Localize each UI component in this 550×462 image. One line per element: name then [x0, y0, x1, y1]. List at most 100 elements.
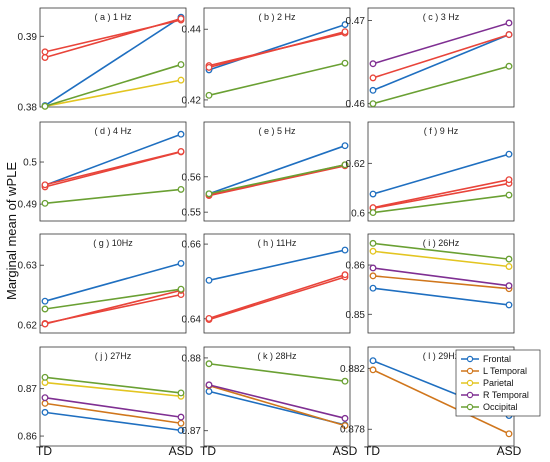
series-line-parietal	[44, 79, 182, 108]
panel-title: ( a ) 1 Hz	[94, 12, 132, 22]
panel-title: ( c ) 3 Hz	[423, 12, 460, 22]
series-line-r-temporal	[208, 273, 346, 320]
panel-title: ( l ) 29Hz	[423, 351, 460, 361]
point-occipital	[205, 91, 213, 99]
y-tick-label: 0.86	[346, 261, 366, 272]
panel-4: ( d ) 4 Hz 0.49 0.5	[18, 121, 187, 222]
series-line-r-temporal	[44, 289, 182, 325]
y-tick-label: 0.42	[182, 95, 202, 106]
panel-frame	[367, 121, 515, 222]
panel-7: ( g ) 10Hz 0.62 0.63	[18, 233, 187, 334]
point-frontal	[177, 259, 185, 267]
panel-title: ( k ) 28Hz	[257, 351, 297, 361]
panel-title: ( i ) 26Hz	[423, 238, 460, 248]
series-line-l-temporal	[44, 402, 182, 425]
series-line-r-temporal	[44, 150, 182, 186]
y-tick-label: 0.66	[182, 240, 202, 251]
y-tick-label: 0.64	[182, 314, 202, 325]
y-tick-label: 0.5	[23, 158, 37, 169]
point-l-temporal	[505, 31, 513, 39]
point-r-temporal	[505, 176, 513, 184]
series-line-frontal	[44, 411, 182, 432]
y-tick-label: 0.46	[346, 99, 366, 110]
series-line-r-temporal	[44, 396, 182, 418]
y-tick-label: 0.55	[182, 208, 202, 219]
point-l-temporal	[369, 366, 377, 374]
point-frontal	[177, 130, 185, 138]
y-tick-label: 0.88	[182, 353, 202, 364]
series-line-l-temporal	[208, 276, 346, 321]
series-line-frontal	[372, 287, 510, 306]
panel-frame	[39, 346, 187, 447]
series-line-frontal	[44, 16, 182, 107]
legend-label-r-temporal: R Temporal	[483, 390, 529, 400]
point-l-temporal	[41, 399, 49, 407]
point-frontal	[177, 426, 185, 434]
point-occipital	[369, 209, 377, 217]
point-r-temporal	[341, 28, 349, 36]
legend-marker-r-temporal	[466, 391, 474, 399]
series-line-frontal	[372, 33, 510, 92]
panel-2: ( b ) 2 Hz 0.42 0.44	[182, 7, 351, 108]
point-r-temporal	[41, 54, 49, 61]
series-line-frontal	[208, 249, 346, 282]
legend-label-frontal: Frontal	[483, 354, 511, 364]
point-r-temporal	[177, 413, 185, 421]
panel-1: ( a ) 1 Hz 0.38 0.39	[18, 7, 187, 114]
series-line-occipital	[372, 194, 510, 214]
point-r-temporal	[341, 414, 349, 422]
y-tick-label: 0.62	[346, 159, 366, 170]
series-line-r-temporal	[44, 17, 182, 59]
point-frontal	[505, 150, 513, 158]
point-l-temporal	[505, 430, 513, 438]
point-occipital	[205, 190, 213, 198]
series-line-parietal	[372, 250, 510, 268]
point-frontal	[369, 190, 377, 198]
point-frontal	[341, 246, 349, 254]
point-frontal	[41, 297, 49, 305]
panel-title: ( b ) 2 Hz	[258, 12, 296, 22]
panel-title: ( d ) 4 Hz	[94, 126, 132, 136]
series-line-r-temporal	[208, 30, 346, 69]
x-label-td: TD	[200, 444, 216, 458]
point-frontal	[205, 276, 213, 284]
point-occipital	[341, 59, 349, 67]
point-occipital	[505, 62, 513, 70]
point-r-temporal	[41, 181, 49, 189]
panel-title: ( h ) 11Hz	[258, 238, 297, 248]
panel-8: ( h ) 11Hz 0.64 0.66	[182, 233, 351, 334]
panel-frame	[367, 7, 515, 108]
point-frontal	[341, 21, 349, 29]
panel-10: ( j ) 27Hz 0.86 0.87	[18, 346, 187, 447]
series-line-frontal	[44, 133, 182, 186]
y-axis-label: Marginal mean of wPLE	[4, 162, 19, 300]
point-occipital	[369, 239, 377, 247]
legend-marker-frontal	[466, 355, 474, 363]
panel-6: ( f ) 9 Hz 0.6 0.62	[346, 121, 515, 222]
panel-9: ( i ) 26Hz 0.85 0.86	[346, 233, 515, 334]
series-line-frontal	[44, 262, 182, 302]
point-occipital	[41, 373, 49, 381]
point-occipital	[505, 191, 513, 199]
panel-frame	[203, 121, 351, 222]
panel-title: ( e ) 5 Hz	[258, 126, 296, 136]
y-tick-label: 0.86	[18, 432, 38, 443]
point-frontal	[369, 86, 377, 94]
series-line-occipital	[208, 362, 346, 383]
point-l-temporal	[369, 272, 377, 280]
series-line-occipital	[44, 288, 182, 310]
series-line-frontal	[372, 153, 510, 195]
point-r-temporal	[341, 271, 349, 279]
point-occipital	[177, 61, 185, 69]
series-line-r-temporal	[208, 384, 346, 420]
point-occipital	[41, 199, 49, 207]
point-l-temporal	[341, 422, 349, 430]
y-tick-label: 0.62	[18, 321, 38, 332]
point-r-temporal	[205, 63, 213, 71]
legend-label-occipital: Occipital	[483, 402, 518, 412]
x-label-asd: ASD	[333, 444, 358, 458]
point-occipital	[505, 255, 513, 263]
point-r-temporal	[205, 314, 213, 322]
y-tick-label: 0.47	[346, 16, 366, 27]
y-tick-label: 0.882	[340, 364, 365, 375]
